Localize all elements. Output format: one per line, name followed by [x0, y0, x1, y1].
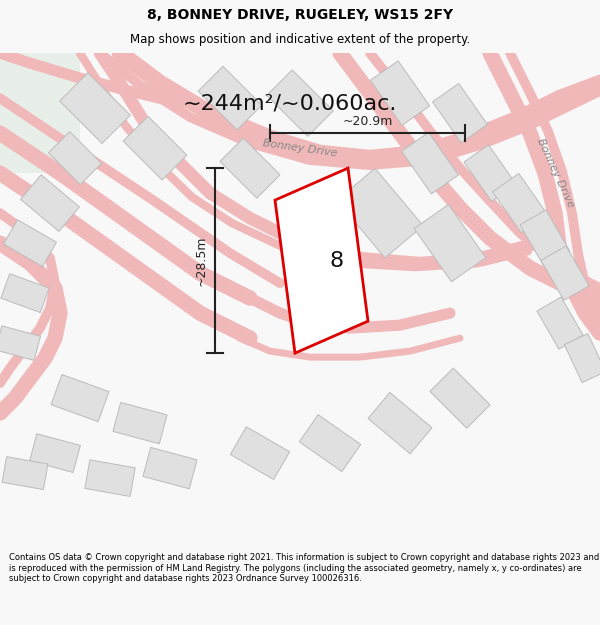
Text: 8, BONNEY DRIVE, RUGELEY, WS15 2FY: 8, BONNEY DRIVE, RUGELEY, WS15 2FY: [147, 8, 453, 22]
Polygon shape: [220, 138, 280, 198]
Polygon shape: [143, 448, 197, 489]
Polygon shape: [370, 61, 430, 126]
Polygon shape: [337, 168, 423, 258]
Polygon shape: [0, 326, 41, 361]
Text: ~20.9m: ~20.9m: [343, 115, 392, 128]
Polygon shape: [198, 66, 262, 130]
Polygon shape: [433, 84, 487, 142]
Polygon shape: [20, 175, 79, 231]
Polygon shape: [493, 174, 547, 232]
Polygon shape: [430, 368, 490, 428]
Polygon shape: [368, 392, 432, 454]
Polygon shape: [230, 427, 290, 479]
Polygon shape: [267, 70, 333, 136]
Polygon shape: [520, 210, 570, 266]
Polygon shape: [59, 72, 130, 144]
FancyBboxPatch shape: [0, 53, 80, 173]
Polygon shape: [537, 297, 583, 349]
Polygon shape: [4, 220, 56, 266]
Polygon shape: [29, 434, 80, 472]
Polygon shape: [49, 132, 101, 184]
Polygon shape: [464, 145, 516, 201]
Polygon shape: [541, 246, 589, 300]
Text: Bonney Drive: Bonney Drive: [535, 137, 575, 209]
Polygon shape: [85, 460, 135, 496]
Polygon shape: [123, 116, 187, 180]
Polygon shape: [401, 132, 458, 194]
Text: ~244m²/~0.060ac.: ~244m²/~0.060ac.: [183, 93, 397, 113]
Polygon shape: [275, 168, 368, 353]
Text: Map shows position and indicative extent of the property.: Map shows position and indicative extent…: [130, 33, 470, 46]
Text: Bonney Drive: Bonney Drive: [262, 138, 338, 158]
Text: 8: 8: [329, 251, 344, 271]
Polygon shape: [2, 457, 48, 489]
Text: Contains OS data © Crown copyright and database right 2021. This information is : Contains OS data © Crown copyright and d…: [9, 553, 599, 583]
Polygon shape: [1, 274, 49, 312]
Polygon shape: [414, 204, 486, 282]
Polygon shape: [51, 374, 109, 422]
Text: ~28.5m: ~28.5m: [194, 236, 208, 286]
Polygon shape: [113, 402, 167, 444]
Polygon shape: [299, 415, 361, 471]
Polygon shape: [565, 334, 600, 382]
